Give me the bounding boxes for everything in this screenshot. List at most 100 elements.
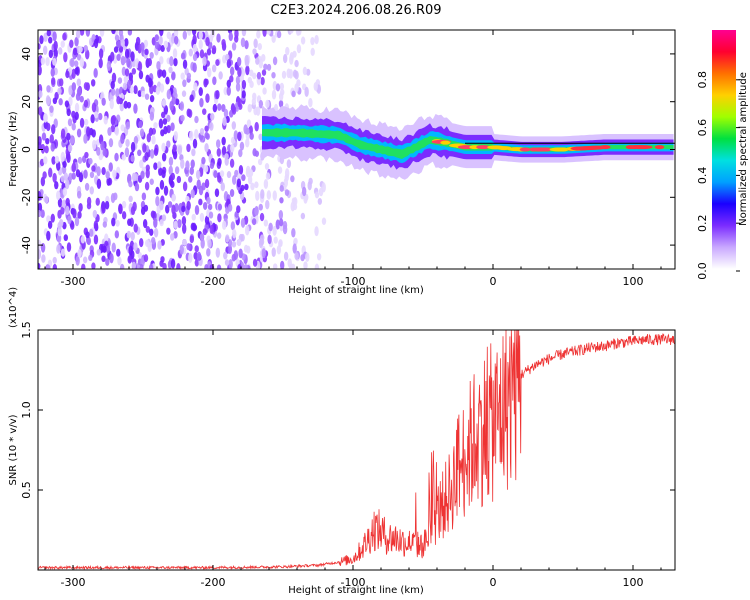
x-tick-label: -300 (61, 275, 86, 288)
noise-speckle (63, 234, 68, 242)
noise-speckle (231, 42, 237, 51)
noise-speckle (291, 227, 296, 238)
noise-speckle (189, 235, 195, 244)
noise-speckle (181, 205, 186, 213)
noise-speckle (154, 34, 159, 42)
noise-speckle (129, 85, 134, 94)
noise-speckle (230, 136, 236, 144)
noise-speckle (276, 30, 282, 39)
noise-speckle (275, 83, 281, 92)
noise-speckle (241, 174, 246, 182)
noise-speckle (121, 154, 126, 161)
noise-speckle (155, 196, 160, 207)
noise-speckle (89, 171, 95, 179)
noise-speckle (172, 48, 178, 59)
noise-speckle (252, 48, 257, 55)
noise-speckle (193, 251, 198, 260)
noise-speckle (190, 222, 196, 231)
noise-speckle (318, 187, 324, 197)
noise-speckle (50, 213, 55, 223)
noise-speckle (105, 171, 110, 180)
noise-speckle (63, 172, 69, 181)
noise-speckle (60, 40, 65, 48)
noise-speckle (162, 118, 168, 125)
noise-speckle (161, 142, 166, 152)
noise-speckle (52, 31, 57, 42)
noise-speckle (244, 183, 249, 191)
noise-speckle (243, 264, 248, 269)
noise-speckle (83, 99, 89, 108)
noise-speckle (230, 221, 236, 231)
noise-speckle (127, 255, 132, 264)
noise-speckle (43, 32, 48, 43)
snr-scale-label: (x10^4) (8, 287, 19, 328)
noise-speckle (227, 244, 233, 255)
noise-speckle (44, 196, 49, 204)
noise-speckle (111, 217, 116, 227)
noise-speckle (292, 203, 298, 211)
signal-peak (632, 145, 653, 150)
noise-speckle (76, 87, 82, 97)
noise-speckle (153, 162, 158, 171)
noise-speckle (38, 262, 41, 269)
noise-speckle (53, 40, 58, 51)
noise-speckle (214, 188, 220, 198)
noise-speckle (102, 148, 107, 157)
noise-speckle (233, 130, 239, 141)
noise-speckle (72, 208, 77, 219)
noise-speckle (255, 106, 261, 116)
noise-speckle (79, 117, 85, 128)
signal-band-core (262, 128, 674, 159)
noise-speckle (79, 30, 85, 36)
noise-speckle (218, 71, 223, 80)
noise-speckle (126, 101, 132, 109)
noise-speckle (133, 85, 138, 95)
noise-speckle (137, 61, 143, 72)
noise-speckle (125, 121, 131, 130)
noise-speckle (246, 119, 252, 127)
noise-speckle (40, 143, 46, 154)
noise-speckle (131, 68, 137, 75)
noise-speckle (196, 251, 202, 261)
noise-speckle (98, 48, 104, 59)
noise-speckle (83, 133, 88, 144)
noise-speckle (297, 30, 302, 36)
noise-speckle (255, 57, 260, 65)
noise-speckle (161, 69, 167, 78)
noise-speckle (174, 35, 179, 45)
noise-speckle (155, 186, 160, 196)
noise-speckle (240, 37, 246, 48)
noise-speckle (313, 81, 318, 91)
noise-speckle (67, 144, 73, 153)
noise-speckle (286, 159, 292, 169)
noise-speckle (279, 197, 284, 204)
noise-speckle (229, 66, 235, 76)
noise-speckle (76, 190, 82, 199)
noise-speckle (249, 69, 254, 77)
noise-speckle (221, 145, 227, 156)
noise-speckle (204, 131, 209, 139)
y-tick-label: 20 (20, 95, 33, 109)
noise-speckle (95, 197, 100, 206)
noise-speckle (265, 199, 270, 210)
noise-speckle (209, 122, 214, 131)
noise-speckle (204, 78, 209, 86)
noise-speckle (173, 57, 178, 67)
noise-speckle (181, 223, 187, 234)
noise-speckle (73, 60, 79, 67)
noise-speckle (127, 30, 133, 36)
x-tick-label: -100 (341, 275, 366, 288)
noise-speckle (71, 172, 76, 180)
noise-speckle (272, 56, 278, 66)
noise-speckle (149, 111, 155, 121)
noise-speckle (151, 236, 156, 245)
noise-speckle (273, 236, 278, 244)
x-tick-label: -200 (201, 275, 226, 288)
noise-speckle (257, 158, 263, 166)
noise-speckle (66, 153, 71, 164)
noise-speckle (138, 120, 143, 129)
noise-speckle (182, 79, 187, 88)
noise-speckle (120, 124, 125, 132)
x-tick-label: -200 (201, 576, 226, 589)
noise-speckle (48, 36, 53, 44)
